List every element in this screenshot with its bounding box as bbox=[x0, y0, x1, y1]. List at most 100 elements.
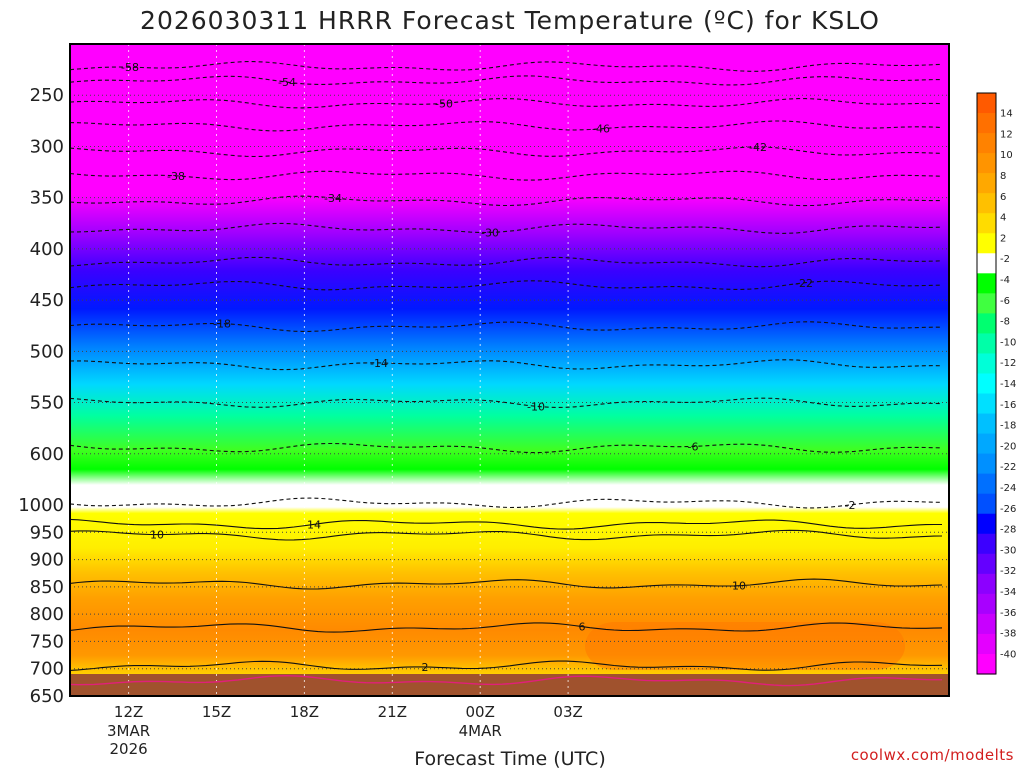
contour-line bbox=[69, 660, 943, 671]
y-tick-label: 1000 bbox=[18, 495, 64, 516]
contour-label: -22 bbox=[795, 277, 813, 290]
colorbar-label: 10 bbox=[1000, 150, 1013, 161]
colorbar-label: -34 bbox=[1000, 587, 1016, 598]
colorbar-swatch bbox=[977, 353, 996, 375]
x-tick-label: 03Z bbox=[553, 703, 582, 721]
colorbar-label: -12 bbox=[1000, 358, 1016, 369]
x-tick-date-label: 3MAR bbox=[107, 722, 150, 740]
plot-area: -58-54-50-46-42-38-34-30-22-18-14-10-6-2… bbox=[69, 43, 950, 697]
contour-line bbox=[69, 518, 942, 530]
contour-line bbox=[69, 170, 943, 181]
colorbar-swatch bbox=[977, 313, 996, 335]
colorbar-label: -24 bbox=[1000, 483, 1016, 494]
y-tick-label: 900 bbox=[30, 550, 64, 571]
colorbar-swatch bbox=[977, 613, 996, 635]
y-tick-label: 750 bbox=[30, 631, 64, 652]
x-axis-label: Forecast Time (UTC) bbox=[414, 748, 605, 768]
colorbar-swatch bbox=[977, 533, 996, 555]
colorbar-label: 14 bbox=[1000, 109, 1013, 120]
contour-line bbox=[70, 222, 943, 234]
chart-title: 2026030311 HRRR Forecast Temperature (ºC… bbox=[140, 6, 880, 35]
contour-label: -2 bbox=[845, 499, 856, 512]
x-tick-label: 12Z bbox=[114, 703, 143, 721]
colorbar-label: -14 bbox=[1000, 379, 1016, 390]
colorbar-swatch bbox=[977, 333, 996, 355]
y-tick-label: 850 bbox=[30, 577, 64, 598]
x-tick-date-label: 2026 bbox=[110, 740, 148, 758]
contour-label: -42 bbox=[749, 141, 767, 154]
colorbar-swatch bbox=[977, 653, 996, 675]
contour-label: -10 bbox=[527, 400, 545, 413]
contour-line bbox=[69, 61, 943, 72]
contour-label: -34 bbox=[324, 192, 342, 205]
colorbar-swatch bbox=[977, 193, 996, 214]
contour-line bbox=[69, 321, 942, 332]
contour-line bbox=[69, 497, 943, 509]
colorbar-label: -28 bbox=[1000, 525, 1016, 536]
contour-label: 2 bbox=[422, 661, 429, 674]
colorbar-swatch bbox=[977, 493, 996, 515]
contour-label: -54 bbox=[278, 76, 296, 89]
colorbar: 14 12 10 8 6 4 2 -2 -4 -6 -8 -10 -12 -14 -16 -18 -20 -22 -… bbox=[976, 92, 1016, 675]
contour-label: 10 bbox=[732, 580, 746, 593]
x-tick-date-label: 4MAR bbox=[459, 722, 502, 740]
colorbar-label: -32 bbox=[1000, 566, 1016, 577]
y-tick-label: 650 bbox=[30, 686, 64, 707]
colorbar-swatch bbox=[977, 473, 996, 495]
contour-label: -18 bbox=[213, 318, 231, 331]
colorbar-label: -36 bbox=[1000, 608, 1016, 619]
contour-line bbox=[69, 529, 943, 541]
y-tick-label: 500 bbox=[30, 341, 64, 362]
y-tick-label: 700 bbox=[30, 659, 64, 680]
temperature-contours: -58-54-50-46-42-38-34-30-22-18-14-10-6-2… bbox=[69, 61, 943, 687]
contour-label: 10 bbox=[150, 529, 164, 542]
colorbar-swatch bbox=[977, 413, 996, 435]
colorbar-label: -16 bbox=[1000, 400, 1016, 411]
colorbar-label: 8 bbox=[1000, 171, 1006, 182]
ground-below-surface bbox=[70, 674, 949, 696]
colorbar-label: -18 bbox=[1000, 421, 1016, 432]
grid-lines bbox=[70, 44, 949, 697]
colorbar-swatch bbox=[977, 513, 996, 535]
contour-line bbox=[69, 397, 943, 409]
y-tick-label: 600 bbox=[30, 444, 64, 465]
colorbar-label: -2 bbox=[1000, 254, 1010, 265]
contour-label: -14 bbox=[370, 357, 388, 370]
colorbar-swatch bbox=[977, 593, 996, 615]
contour-line bbox=[69, 442, 943, 454]
y-tick-label: 950 bbox=[30, 522, 64, 543]
contour-label: 14 bbox=[307, 518, 321, 531]
contour-line bbox=[69, 622, 943, 633]
y-tick-label: 250 bbox=[30, 85, 64, 106]
y-tick-label: 300 bbox=[30, 136, 64, 157]
x-tick-label: 18Z bbox=[290, 703, 319, 721]
contour-label: -46 bbox=[592, 123, 610, 136]
colorbar-swatch bbox=[977, 393, 996, 415]
colorbar-label: -4 bbox=[1000, 275, 1010, 286]
y-tick-label: 800 bbox=[30, 604, 64, 625]
colorbar-swatch bbox=[977, 173, 996, 194]
y-tick-label: 550 bbox=[30, 393, 64, 414]
colorbar-label: -22 bbox=[1000, 462, 1016, 473]
y-axis-pressure-ticks: 250 300 350 400 450 500 550 600 650 700 750 800 850 9… bbox=[18, 85, 64, 707]
colorbar-swatch bbox=[977, 293, 996, 314]
contour-line bbox=[69, 280, 943, 291]
colorbar-label: 2 bbox=[1000, 233, 1006, 244]
colorbar-label: -10 bbox=[1000, 337, 1016, 348]
y-tick-label: 450 bbox=[30, 290, 64, 311]
colorbar-label: 12 bbox=[1000, 129, 1013, 140]
colorbar-label: -6 bbox=[1000, 296, 1010, 307]
colorbar-label: -30 bbox=[1000, 545, 1016, 556]
contour-line bbox=[69, 75, 943, 86]
colorbar-swatch bbox=[977, 373, 996, 395]
colorbar-label: -26 bbox=[1000, 504, 1016, 515]
colorbar-label: 4 bbox=[1000, 213, 1006, 224]
colorbar-label: -20 bbox=[1000, 441, 1016, 452]
colorbar-swatch bbox=[977, 433, 996, 455]
warm-core-region bbox=[585, 622, 905, 670]
x-tick-label: 21Z bbox=[378, 703, 407, 721]
contour-label: -38 bbox=[167, 170, 185, 183]
colorbar-swatch bbox=[977, 133, 996, 154]
